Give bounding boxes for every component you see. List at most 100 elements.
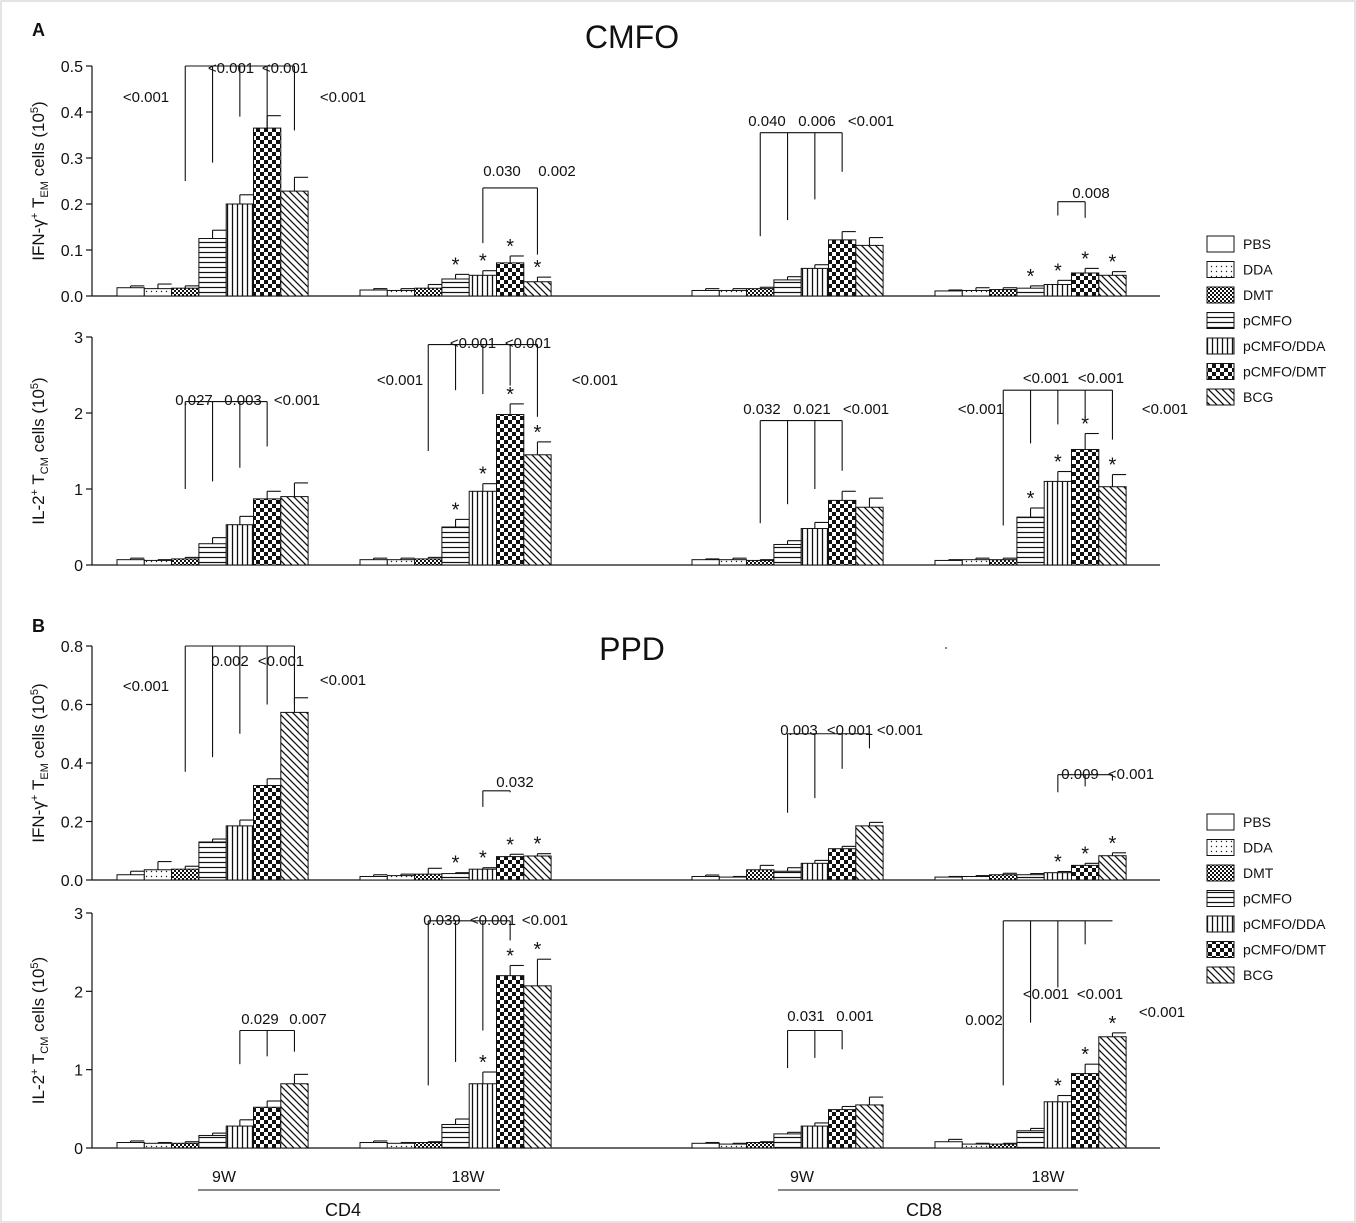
legend-label: DDA: [1243, 840, 1273, 856]
bar: [855, 825, 884, 881]
bar: [773, 870, 802, 881]
significance-star: *: [479, 848, 487, 870]
significance-star: *: [534, 834, 542, 856]
bar: [116, 1142, 145, 1149]
bar: [691, 875, 720, 881]
legend-swatch: [1206, 388, 1235, 406]
p-value-label: <0.001: [123, 678, 169, 695]
p-value-label: <0.001: [1142, 401, 1188, 418]
y-axis-label-part: 5: [29, 383, 41, 389]
label-cd4-18w: 18W: [452, 1169, 486, 1186]
significance-star: *: [1109, 1013, 1117, 1035]
chart-4: IL-2+ TCM cells (105) 0 1 2 3 * * * * * * 0.029 0.00…: [29, 906, 1185, 1158]
significance-bracket: 0.027 0.003 <0.001: [175, 392, 320, 489]
significance-star: *: [1109, 252, 1117, 274]
bar: [496, 414, 525, 566]
bar: [198, 841, 227, 881]
x-group-labels: 9W 18W 9W 18W CD4 CD8: [198, 1169, 1078, 1220]
significance-star: *: [1081, 248, 1089, 270]
bar: [746, 559, 775, 566]
significance-star: *: [1054, 260, 1062, 282]
bar: [961, 559, 991, 566]
bar: [386, 875, 416, 881]
label-cd8: CD8: [906, 1200, 942, 1220]
bar: [1071, 272, 1100, 297]
bar: [855, 244, 884, 297]
y-axis-label-part: ): [29, 957, 48, 963]
bar: [253, 785, 282, 881]
bar: [414, 1142, 443, 1149]
bar: [386, 289, 416, 297]
significance-star: *: [506, 945, 514, 967]
bar: [1043, 1101, 1072, 1149]
y-tick-label: 3: [74, 330, 83, 347]
bar: [280, 496, 309, 566]
bar: [746, 288, 775, 297]
legend-item: BCG: [1206, 388, 1273, 406]
bar: [359, 289, 388, 297]
bar: [171, 868, 200, 881]
bar: [225, 1125, 254, 1149]
significance-bracket: <0.001 <0.001 <0.001 <0.001: [958, 370, 1188, 526]
bar: [225, 203, 254, 297]
significance-star: *: [479, 251, 487, 273]
bar: [1071, 448, 1100, 566]
legend-swatch: [1206, 312, 1235, 329]
p-value-label: <0.001: [470, 912, 516, 929]
bar: [934, 559, 963, 566]
bar: [359, 1142, 388, 1149]
significance-star: *: [1109, 455, 1117, 477]
significance-star: *: [479, 464, 487, 486]
bar: [828, 1109, 857, 1149]
p-value-label: <0.001: [1108, 766, 1154, 783]
bar: [828, 499, 857, 566]
significance-bracket: <0.001 0.002 <0.001 <0.001: [123, 645, 366, 772]
bar: [961, 289, 991, 297]
significance-star: *: [1109, 833, 1117, 855]
legend-label: pCMFO/DDA: [1243, 338, 1326, 354]
y-axis-label-part: IFN-γ: [29, 219, 48, 261]
p-value-label: 0.029: [241, 1011, 279, 1028]
legend-swatch: [1206, 941, 1235, 958]
bar: [386, 1142, 416, 1149]
p-value-label: 0.006: [798, 113, 836, 130]
bar: [1043, 872, 1072, 881]
p-value-label: <0.001: [377, 372, 423, 389]
significance-star: *: [534, 939, 542, 961]
bar: [828, 239, 857, 297]
p-value-label: <0.001: [274, 392, 320, 409]
bar: [1098, 486, 1127, 566]
bar: [280, 711, 309, 881]
bar: [496, 975, 525, 1149]
bar: [116, 874, 145, 881]
chart-3: PPD IFN-γ+ TEM cells (105) 0.0 0.2 0.4 0.6 0.8…: [29, 631, 1160, 890]
significance-bracket: 0.031 0.001: [786, 1008, 874, 1069]
bar: [1016, 516, 1045, 566]
p-value-label: <0.001: [262, 60, 308, 77]
p-value-label: <0.001: [258, 653, 304, 670]
p-value-label: <0.001: [1023, 986, 1069, 1003]
bar: [1043, 284, 1072, 297]
bar: [718, 559, 748, 566]
significance-bracket: 0.002 <0.001 <0.001 <0.001: [965, 920, 1185, 1086]
bar: [143, 869, 173, 881]
legend-item: DDA: [1206, 261, 1273, 278]
p-value-label: 0.031: [787, 1008, 825, 1025]
significance-bracket: 0.032 0.021 <0.001: [743, 401, 889, 524]
bar: [523, 281, 552, 297]
y-axis-label-part: cells (10: [29, 389, 48, 457]
bar: [116, 559, 145, 566]
significance-star: *: [479, 1052, 487, 1074]
label-cd8-18w: 18W: [1032, 1169, 1066, 1186]
bar: [386, 559, 416, 566]
y-tick-label: 0.1: [61, 243, 83, 260]
bar: [718, 876, 748, 881]
significance-star: *: [452, 499, 460, 521]
y-axis-label-part: cells (10: [29, 969, 48, 1037]
legend-label: PBS: [1243, 236, 1271, 252]
p-value-label: 0.002: [211, 653, 249, 670]
bar: [934, 290, 963, 297]
p-value-label: <0.001: [522, 912, 568, 929]
